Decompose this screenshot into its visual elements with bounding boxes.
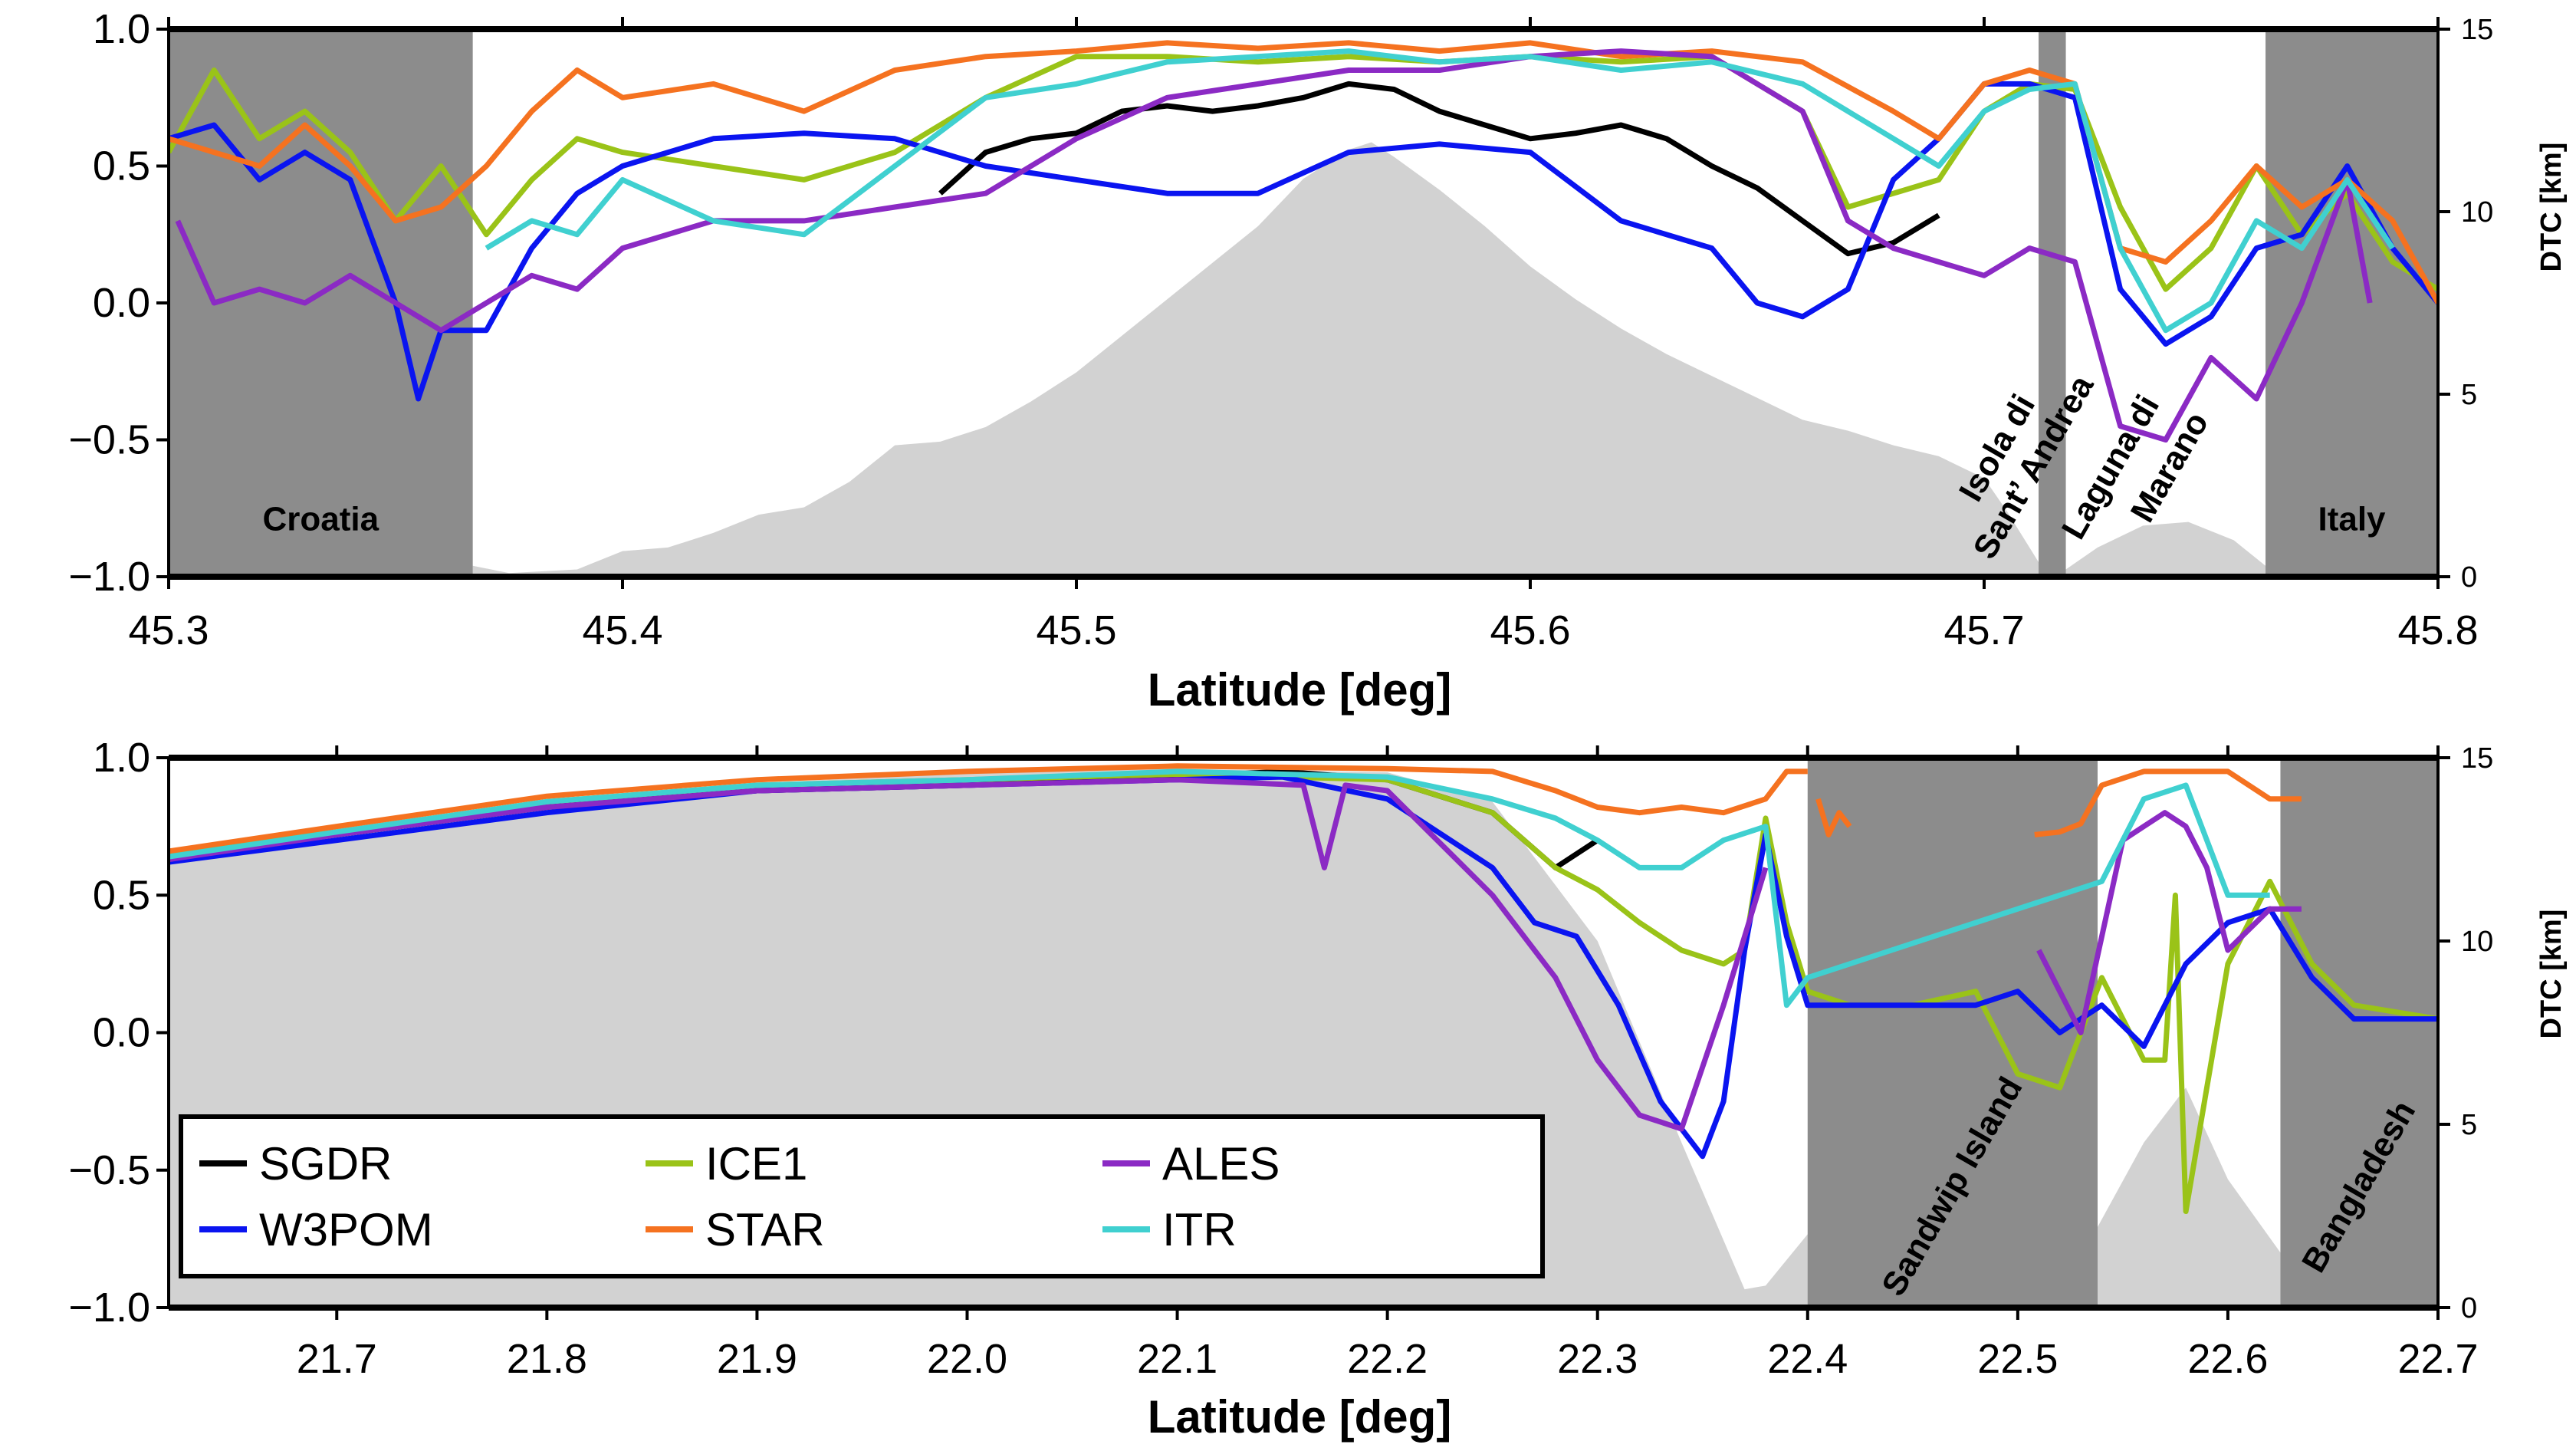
right-axis-title-bengal: DTC [km] (2535, 910, 2568, 1039)
y-tick-label: 1.0 (93, 735, 150, 781)
right-axis-title-adriatic: DTC [km] (2535, 143, 2568, 272)
legend-label-sgdr: SGDR (259, 1138, 392, 1189)
dtc-area (472, 142, 2266, 577)
land-region (2039, 29, 2066, 577)
legend-label-star: STAR (705, 1204, 825, 1255)
x-tick-label: 21.8 (507, 1336, 587, 1382)
y-tick-label: 0.0 (93, 280, 150, 326)
series-line-ice1 (169, 54, 2438, 292)
x-axis-title-bengal: Latitude [deg] (1148, 1391, 1452, 1443)
series-line-star (1815, 798, 1852, 837)
plot-area (169, 29, 2438, 577)
right-tick-label: 10 (2461, 196, 2493, 229)
land-region (2280, 758, 2438, 1308)
x-axis-title-adriatic: Latitude [deg] (1148, 664, 1452, 716)
series-line-ice1 (169, 772, 2438, 1214)
land-label: Italy (2318, 500, 2386, 538)
x-tick-label: 45.3 (128, 607, 209, 653)
y-tick-label: 1.0 (93, 6, 150, 52)
x-tick-label: 45.6 (1490, 607, 1570, 653)
x-tick-label: 22.4 (1767, 1336, 1848, 1382)
x-tick-label: 21.7 (297, 1336, 377, 1382)
x-tick-label: 22.7 (2397, 1336, 2478, 1382)
x-tick-label: 45.7 (1944, 607, 2024, 653)
x-tick-label: 22.2 (1347, 1336, 1428, 1382)
x-tick-label: 22.0 (927, 1336, 1007, 1382)
right-tick-label: 5 (2461, 379, 2477, 411)
series-line-itr (485, 48, 2395, 334)
land-region (1807, 758, 2098, 1308)
legend-label-ales: ALES (1162, 1138, 1280, 1189)
series-line-ales (175, 48, 2373, 443)
x-tick-label: 21.9 (717, 1336, 797, 1382)
right-tick-label: 5 (2461, 1109, 2477, 1141)
x-tick-label: 45.5 (1036, 607, 1116, 653)
series-line-star (169, 40, 2438, 304)
legend-label-ice1: ICE1 (705, 1138, 807, 1189)
y-tick-label: −0.5 (68, 1147, 150, 1193)
x-tick-label: 22.1 (1137, 1336, 1217, 1382)
y-tick-label: −1.0 (68, 554, 150, 600)
right-tick-label: 15 (2461, 14, 2493, 46)
series-line-sgdr (938, 81, 1940, 257)
y-tick-label: −0.5 (68, 417, 150, 463)
legend: SGDR ICE1 ALES W3POM STAR ITR (179, 1114, 1545, 1278)
y-tick-label: 0.5 (93, 143, 150, 189)
series-line-star (2034, 768, 2302, 837)
y-tick-label: 0.5 (93, 872, 150, 918)
series-line-w3pom (169, 81, 2438, 402)
series-line-ales (2036, 810, 2302, 1035)
legend-label-itr: ITR (1162, 1204, 1237, 1255)
land-label: Croatia (263, 500, 380, 538)
x-tick-label: 22.6 (2187, 1336, 2268, 1382)
x-tick-label: 45.8 (2397, 607, 2478, 653)
land-region (2266, 29, 2438, 577)
right-tick-label: 0 (2461, 561, 2477, 594)
right-tick-label: 15 (2461, 742, 2493, 775)
y-tick-label: 0.0 (93, 1010, 150, 1056)
legend-label-w3pom: W3POM (259, 1204, 433, 1255)
series-line-ales (169, 777, 1769, 1132)
series-line-itr (169, 768, 2270, 1008)
x-tick-label: 22.3 (1557, 1336, 1638, 1382)
legend-box (179, 1114, 1545, 1278)
x-tick-label: 45.4 (582, 607, 662, 653)
series-line-star (169, 763, 1808, 854)
right-tick-label: 10 (2461, 926, 2493, 958)
y-tick-label: −1.0 (68, 1285, 150, 1331)
right-tick-label: 0 (2461, 1292, 2477, 1324)
x-tick-label: 22.5 (1977, 1336, 2058, 1382)
